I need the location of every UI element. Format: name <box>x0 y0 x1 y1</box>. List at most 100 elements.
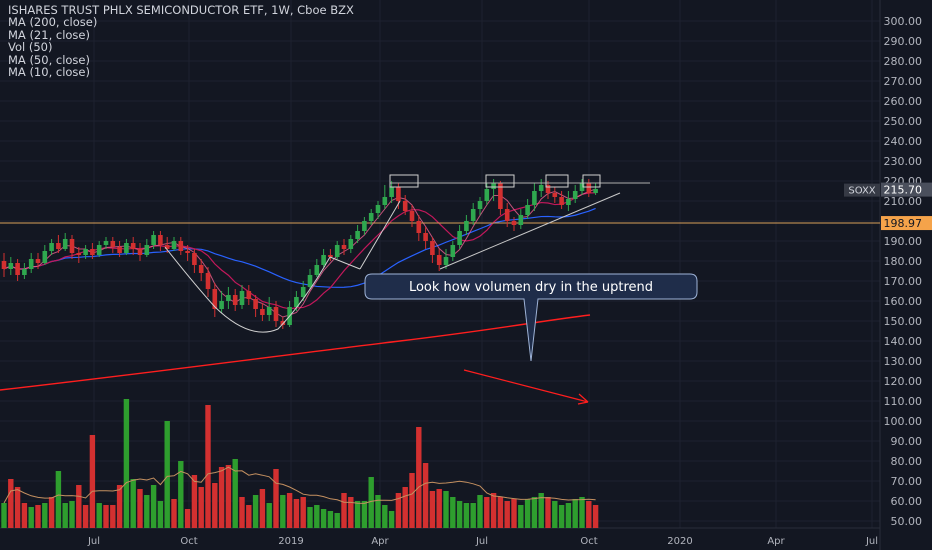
y-tick-label: 80.00 <box>891 455 923 468</box>
volume-bar <box>354 501 361 528</box>
legend-vol50[interactable]: Vol (50) <box>8 40 53 55</box>
last-price-badge <box>881 182 932 197</box>
handle-line <box>329 256 361 270</box>
volume-bar <box>375 495 381 528</box>
volume-bar <box>110 505 116 528</box>
volume-bar <box>307 507 313 528</box>
volume-bar <box>558 505 565 528</box>
volume-bar <box>293 499 300 528</box>
candle-body <box>212 289 218 309</box>
volume-bar <box>579 497 585 528</box>
volume-bar <box>552 501 558 528</box>
y-tick-label: 270.00 <box>884 75 923 88</box>
chart-legend: ISHARES TRUST PHLX SEMICONDUCTOR ETF, 1W… <box>8 3 354 80</box>
candle-body <box>22 269 27 275</box>
candle-body <box>511 221 517 225</box>
volume-bar <box>545 497 551 528</box>
x-tick-label: Jul <box>865 536 878 547</box>
volume-bar <box>252 495 259 528</box>
candle-body <box>538 185 544 191</box>
volume-bar <box>484 497 490 528</box>
volume-bar <box>130 479 136 528</box>
candle-body <box>450 245 456 257</box>
y-tick-label: 210.00 <box>884 195 923 208</box>
candle-body <box>69 239 75 253</box>
volume-bar <box>531 497 538 528</box>
candle-body <box>198 265 204 273</box>
volume-bar <box>171 499 177 528</box>
candle-body <box>423 233 428 241</box>
y-tick-label: 70.00 <box>891 475 923 488</box>
candle-body <box>464 221 469 231</box>
legend-ma21[interactable]: MA (21, close) <box>8 27 90 42</box>
handle-line <box>359 200 401 270</box>
candle-body <box>42 251 48 263</box>
legend-title: ISHARES TRUST PHLX SEMICONDUCTOR ETF, 1W… <box>8 3 354 17</box>
volume-bar <box>422 463 429 528</box>
candle-body <box>368 213 374 221</box>
volume-bar <box>348 497 354 528</box>
candle-body <box>273 307 279 321</box>
volume-bar <box>184 509 191 528</box>
candle-body <box>117 247 122 253</box>
candle-body <box>144 245 150 255</box>
price-line-badge <box>881 216 932 231</box>
volume-bar <box>164 421 170 528</box>
candle-body <box>334 245 340 257</box>
y-tick-label: 190.00 <box>884 235 923 248</box>
candle-body <box>151 235 156 245</box>
x-tick-label: 2019 <box>278 536 303 547</box>
volume-bar <box>395 493 402 528</box>
candle-body <box>164 245 170 249</box>
volume-bar <box>470 503 476 528</box>
volume-bar <box>246 505 252 528</box>
y-tick-label: 250.00 <box>884 115 923 128</box>
volume-bar <box>388 511 395 528</box>
volume-arrow <box>463 369 589 403</box>
last-price-label: 215.70 <box>884 184 923 197</box>
volume-bar <box>518 505 524 528</box>
candle-body <box>192 253 197 265</box>
callout-text: Look how volumen dry in the uptrend <box>409 280 653 295</box>
candle-body <box>525 205 530 215</box>
volume-bar <box>477 495 483 528</box>
candle-body <box>362 221 367 231</box>
y-tick-label: 160.00 <box>884 295 923 308</box>
candle-body <box>484 189 490 201</box>
legend-ma50[interactable]: MA (50, close) <box>8 52 90 67</box>
ma200-line <box>0 314 591 391</box>
volume-bar <box>368 477 374 528</box>
annotation-callout: Look how volumen dry in the uptrend <box>364 273 698 362</box>
y-tick-label: 260.00 <box>884 95 923 108</box>
candle-body <box>62 239 68 249</box>
y-tick-label: 290.00 <box>884 35 923 48</box>
volume-bar <box>55 471 62 528</box>
candle-body <box>130 243 136 249</box>
candle-body <box>504 209 510 221</box>
volume-bar <box>218 467 225 528</box>
candle-body <box>321 255 326 265</box>
x-tick-label: Apr <box>371 536 389 547</box>
volume-bar <box>456 501 463 528</box>
volume-bar <box>69 501 75 528</box>
candle-body <box>572 191 578 199</box>
y-tick-label: 230.00 <box>884 155 923 168</box>
candle-body <box>348 239 354 249</box>
volume-bar <box>157 501 164 528</box>
legend-ma200[interactable]: MA (200, close) <box>8 15 98 30</box>
volume-bar <box>178 461 184 528</box>
candle-body <box>355 231 360 239</box>
legend-ma10[interactable]: MA (10, close) <box>8 65 90 80</box>
volume-bar <box>504 501 510 528</box>
volume-bar <box>286 493 293 528</box>
top-box <box>545 174 569 188</box>
candle-body <box>586 183 592 193</box>
y-tick-label: 90.00 <box>891 435 923 448</box>
candle-body <box>382 197 388 205</box>
x-tick-label: 2020 <box>667 536 692 547</box>
volume-bar <box>443 491 449 528</box>
candle-body <box>239 291 245 305</box>
candle-body <box>593 189 598 193</box>
candle-body <box>389 187 394 197</box>
